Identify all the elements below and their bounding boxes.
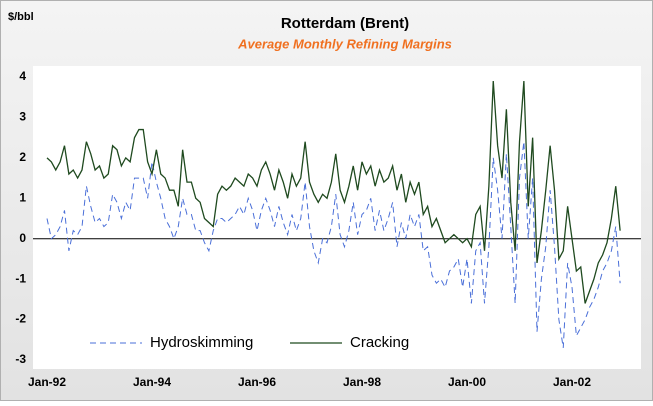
y-tick-label: 2 bbox=[19, 150, 26, 164]
x-tick-label: Jan-92 bbox=[28, 375, 66, 389]
y-tick-label: -1 bbox=[15, 271, 26, 285]
y-tick-label: -3 bbox=[15, 352, 26, 366]
y-tick-label: 4 bbox=[19, 69, 26, 83]
chart-title: Rotterdam (Brent) bbox=[281, 15, 409, 32]
series-line bbox=[46, 141, 621, 348]
x-tick-label: Jan-94 bbox=[133, 375, 171, 389]
legend-label: Cracking bbox=[350, 334, 409, 351]
y-axis-label: $/bbl bbox=[8, 11, 34, 23]
x-tick-label: Jan-98 bbox=[343, 375, 381, 389]
x-tick-label: Jan-96 bbox=[238, 375, 276, 389]
y-tick-label: 0 bbox=[19, 231, 26, 245]
y-tick-label: 1 bbox=[19, 190, 26, 204]
plot-area bbox=[33, 66, 641, 369]
x-tick-label: Jan-02 bbox=[553, 375, 591, 389]
series-line bbox=[46, 80, 621, 304]
chart-subtitle: Average Monthly Refining Margins bbox=[237, 36, 452, 51]
y-tick-label: -2 bbox=[15, 312, 26, 326]
legend-label: Hydroskimming bbox=[150, 334, 253, 351]
x-tick-label: Jan-00 bbox=[448, 375, 486, 389]
y-tick-label: 3 bbox=[19, 110, 26, 124]
